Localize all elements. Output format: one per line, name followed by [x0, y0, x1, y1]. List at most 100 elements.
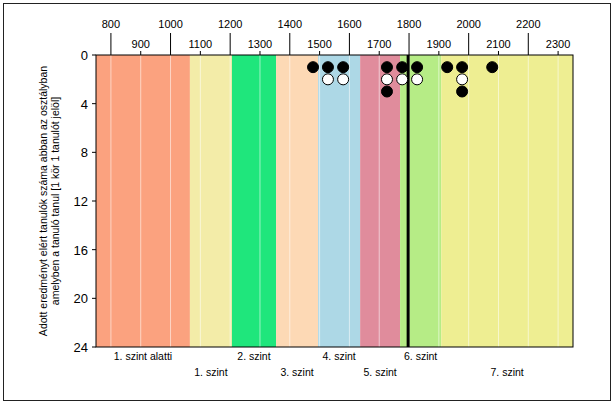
- x-tick: [230, 33, 231, 55]
- x-tick-label: 900: [132, 38, 150, 50]
- band-label: 5. szint: [363, 366, 396, 378]
- x-tick-label: 1700: [367, 38, 391, 50]
- student-point: [487, 62, 498, 73]
- band-label: 1. szint alatti: [114, 350, 172, 362]
- y-tick: [92, 249, 96, 250]
- x-tick-label: 1800: [397, 18, 421, 30]
- y-tick-label: 4: [81, 97, 88, 112]
- band-label: 6. szint: [404, 350, 437, 362]
- x-tick: [200, 51, 201, 55]
- grid-line: [379, 55, 380, 347]
- x-tick-label: 800: [102, 18, 120, 30]
- x-tick: [468, 33, 469, 55]
- grid-line: [110, 55, 111, 347]
- y-tick-label: 0: [81, 48, 88, 63]
- x-tick: [170, 33, 171, 55]
- plot-area: [96, 55, 573, 347]
- band-label: 4. szint: [322, 350, 355, 362]
- x-tick: [558, 51, 559, 55]
- plot-frame: [96, 55, 573, 347]
- level-band: [232, 55, 276, 347]
- student-point: [338, 62, 349, 73]
- grid-line: [170, 55, 171, 347]
- band-label: 1. szint: [194, 366, 227, 378]
- x-tick: [289, 33, 290, 55]
- y-tick: [92, 55, 96, 56]
- x-tick: [259, 51, 260, 55]
- grid-line: [200, 55, 201, 347]
- x-tick: [409, 33, 410, 55]
- x-tick: [349, 33, 350, 55]
- x-tick: [319, 51, 320, 55]
- x-tick-label: 1400: [278, 18, 302, 30]
- x-tick: [438, 51, 439, 55]
- chart: 800 900 1000 1100 1200 1300 1400 1500 1600 1700 18…: [0, 0, 615, 405]
- grid-line: [498, 55, 499, 347]
- x-tick-label: 1100: [189, 38, 213, 50]
- student-point: [322, 62, 333, 73]
- grid-line: [319, 55, 320, 347]
- grid-line: [289, 55, 290, 347]
- level-band: [441, 55, 573, 347]
- level-band: [96, 55, 190, 347]
- y-tick: [92, 347, 96, 348]
- level-band: [276, 55, 318, 347]
- grid-line: [468, 55, 469, 347]
- band-label: 3. szint: [280, 366, 313, 378]
- x-tick-label: 2000: [456, 18, 480, 30]
- student-point: [322, 74, 333, 85]
- student-point: [442, 62, 453, 73]
- x-tick-label: 2200: [516, 18, 540, 30]
- x-tick-label: 1200: [218, 18, 242, 30]
- student-point: [412, 62, 423, 73]
- student-point: [457, 86, 468, 97]
- student-point: [381, 86, 392, 97]
- level-band: [400, 55, 441, 347]
- band-label: 2. szint: [237, 350, 270, 362]
- y-tick: [92, 152, 96, 153]
- y-tick-label: 12: [74, 194, 88, 209]
- grid-line: [349, 55, 350, 347]
- y-tick: [92, 103, 96, 104]
- x-tick-label: 2300: [546, 38, 570, 50]
- student-point: [457, 62, 468, 73]
- y-tick-label: 24: [74, 340, 88, 355]
- level-band: [190, 55, 232, 347]
- level-band: [318, 55, 360, 347]
- x-tick: [528, 33, 529, 55]
- y-axis-label: Adott eredményt elért tanulók száma abba…: [37, 66, 49, 336]
- grid-line: [259, 55, 260, 347]
- x-tick-label: 2100: [486, 38, 510, 50]
- x-tick-label: 1000: [158, 18, 182, 30]
- student-point: [397, 74, 408, 85]
- x-tick-label: 1900: [427, 38, 451, 50]
- y-tick-label: 20: [74, 291, 88, 306]
- x-tick: [379, 51, 380, 55]
- student-point: [457, 74, 468, 85]
- student-point: [338, 74, 349, 85]
- grid-line: [140, 55, 141, 347]
- x-tick: [498, 51, 499, 55]
- y-tick-label: 16: [74, 243, 88, 258]
- x-tick-label: 1600: [337, 18, 361, 30]
- x-tick-label: 1300: [248, 38, 272, 50]
- y-tick: [92, 298, 96, 299]
- student-point: [381, 62, 392, 73]
- reference-line: [407, 55, 410, 347]
- student-point: [412, 74, 423, 85]
- level-band: [360, 55, 400, 347]
- x-tick-label: 1500: [307, 38, 331, 50]
- y-tick: [92, 201, 96, 202]
- grid-line: [438, 55, 439, 347]
- outer-frame: [4, 4, 611, 401]
- grid-line: [230, 55, 231, 347]
- x-tick: [140, 51, 141, 55]
- grid-line: [558, 55, 559, 347]
- y-tick-label: 8: [81, 145, 88, 160]
- x-tick: [110, 33, 111, 55]
- band-label: 7. szint: [490, 366, 523, 378]
- student-point: [397, 62, 408, 73]
- y-axis-label: amelyben a tanuló tanul [1 kör 1 tanulót…: [49, 97, 61, 305]
- student-point: [381, 74, 392, 85]
- grid-line: [409, 55, 410, 347]
